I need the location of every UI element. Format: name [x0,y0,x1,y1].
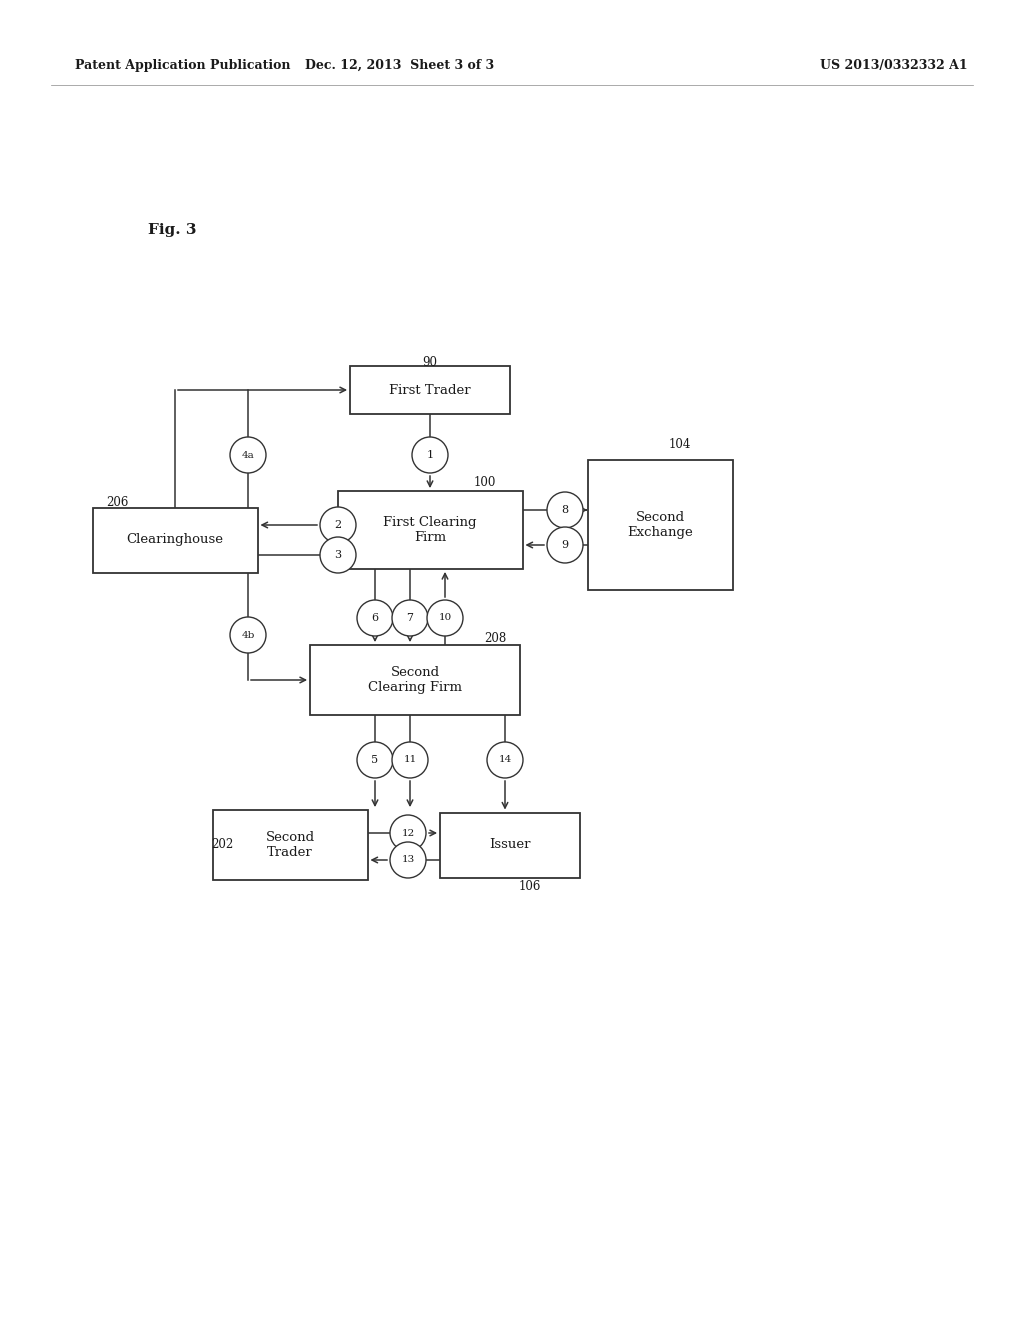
Text: 5: 5 [372,755,379,766]
Bar [310,645,520,715]
Text: 100: 100 [474,475,497,488]
Text: 104: 104 [669,438,691,451]
Text: 8: 8 [561,506,568,515]
Ellipse shape [412,437,449,473]
Text: 11: 11 [403,755,417,764]
Text: First Clearing
Firm: First Clearing Firm [383,516,477,544]
Text: Issuer: Issuer [489,838,530,851]
Text: 2: 2 [335,520,342,531]
Text: 13: 13 [401,855,415,865]
Text: 7: 7 [407,612,414,623]
Text: Second
Trader: Second Trader [265,832,314,859]
Ellipse shape [390,814,426,851]
Text: 1: 1 [426,450,433,459]
Bar [588,459,732,590]
Bar [92,507,257,573]
Text: 4b: 4b [242,631,255,639]
Ellipse shape [487,742,523,777]
Ellipse shape [427,601,463,636]
Ellipse shape [357,742,393,777]
Text: Patent Application Publication: Patent Application Publication [75,58,291,71]
Ellipse shape [547,527,583,564]
Text: 90: 90 [423,355,437,368]
Ellipse shape [547,492,583,528]
Ellipse shape [230,616,266,653]
Bar [213,810,368,880]
Text: Dec. 12, 2013  Sheet 3 of 3: Dec. 12, 2013 Sheet 3 of 3 [305,58,495,71]
Text: Fig. 3: Fig. 3 [148,223,197,238]
Text: 10: 10 [438,614,452,623]
Text: First Trader: First Trader [389,384,471,396]
Ellipse shape [392,601,428,636]
Ellipse shape [392,742,428,777]
Text: Second
Clearing Firm: Second Clearing Firm [368,667,462,694]
Ellipse shape [357,601,393,636]
Text: 12: 12 [401,829,415,837]
Text: 208: 208 [484,631,506,644]
Text: 14: 14 [499,755,512,764]
Text: 9: 9 [561,540,568,550]
Text: 6: 6 [372,612,379,623]
Ellipse shape [390,842,426,878]
Text: Clearinghouse: Clearinghouse [127,533,223,546]
Bar [440,813,580,878]
Bar [338,491,522,569]
Text: US 2013/0332332 A1: US 2013/0332332 A1 [820,58,968,71]
Text: 3: 3 [335,550,342,560]
Ellipse shape [319,507,356,543]
Bar [350,366,510,414]
Text: 202: 202 [211,838,233,851]
Text: 206: 206 [105,495,128,508]
Ellipse shape [230,437,266,473]
Text: Second
Exchange: Second Exchange [627,511,693,539]
Ellipse shape [319,537,356,573]
Text: 106: 106 [519,880,542,894]
Text: 4a: 4a [242,450,254,459]
